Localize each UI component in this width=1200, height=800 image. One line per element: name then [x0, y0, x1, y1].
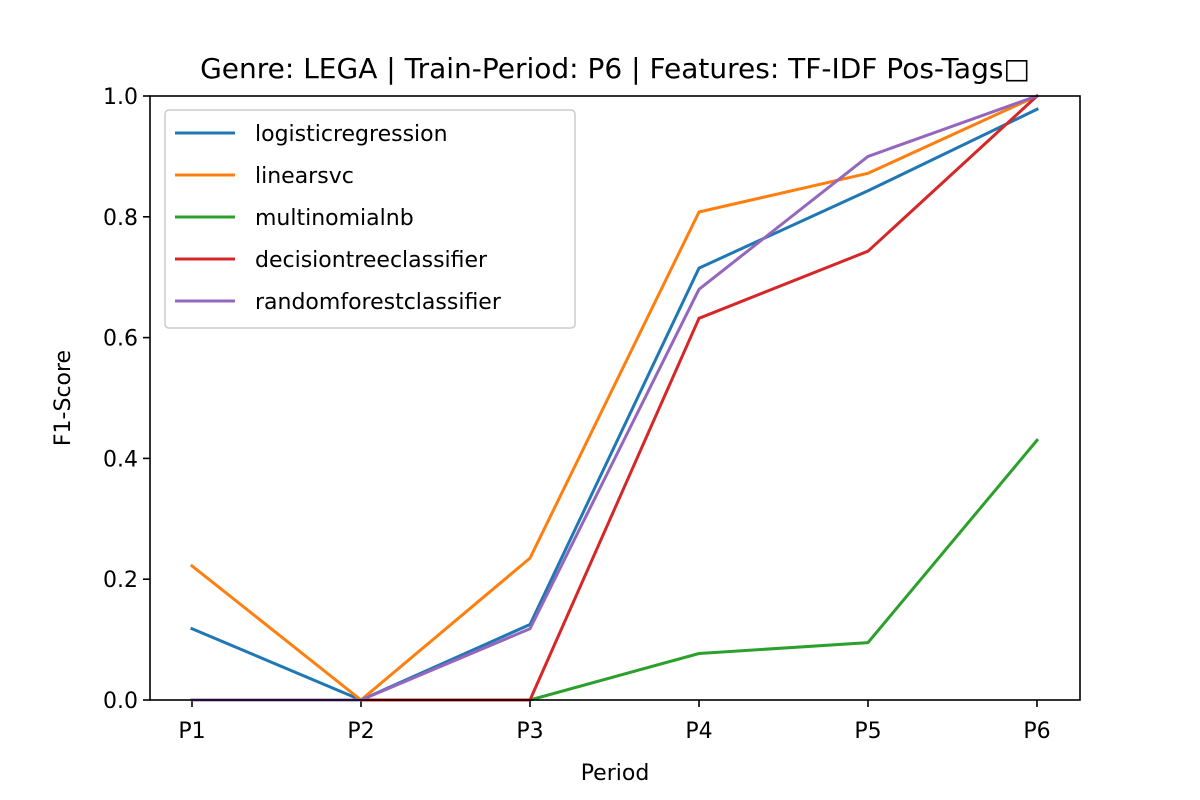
legend-entry-decisiontreeclassifier: decisiontreeclassifier — [175, 248, 488, 273]
series-line-multinomialnb — [190, 438, 1040, 702]
legend-label: linearsvc — [255, 164, 354, 189]
x-tick-label: P4 — [685, 719, 712, 744]
axis-ticks: P1 P2 P3 P4 P5 P6 0.0 0.2 0.4 0.6 0.8 1.0 — [103, 85, 1051, 744]
plot-area-frame — [149, 95, 1081, 701]
x-tick-label: P1 — [178, 719, 205, 744]
chart-title: Genre: LEGA | Train-Period: P6 | Feature… — [200, 52, 1030, 85]
y-tick-label: 0.2 — [103, 568, 138, 593]
legend-entry-logisticregression: logisticregression — [175, 122, 448, 147]
legend-entry-linearsvc: linearsvc — [175, 164, 354, 189]
legend-label: decisiontreeclassifier — [255, 248, 488, 273]
y-tick-label: 0.0 — [103, 689, 138, 714]
series-line-linearsvc — [189, 94, 1039, 702]
x-axis-title: Period — [581, 761, 650, 786]
x-tick-label: P5 — [854, 719, 881, 744]
legend-label: logisticregression — [255, 122, 448, 147]
legend-entry-randomforestclassifier: randomforestclassifier — [175, 290, 502, 315]
y-tick-label: 0.6 — [103, 327, 138, 352]
legend-label: randomforestclassifier — [255, 290, 502, 315]
y-tick-label: 0.4 — [103, 447, 138, 472]
x-tick-label: P3 — [516, 719, 543, 744]
x-tick-label: P2 — [347, 719, 374, 744]
series-line-logisticregression — [190, 107, 1040, 702]
y-tick-label: 0.8 — [103, 206, 138, 231]
y-tick-label: 1.0 — [103, 85, 138, 110]
legend: logisticregression linearsvc multinomialnb… — [164, 109, 576, 329]
legend-box — [164, 109, 576, 329]
x-tick-label: P6 — [1023, 719, 1050, 744]
legend-entry-multinomialnb: multinomialnb — [175, 206, 414, 231]
y-axis-title: F1-Score — [51, 350, 76, 446]
legend-label: multinomialnb — [255, 206, 414, 231]
